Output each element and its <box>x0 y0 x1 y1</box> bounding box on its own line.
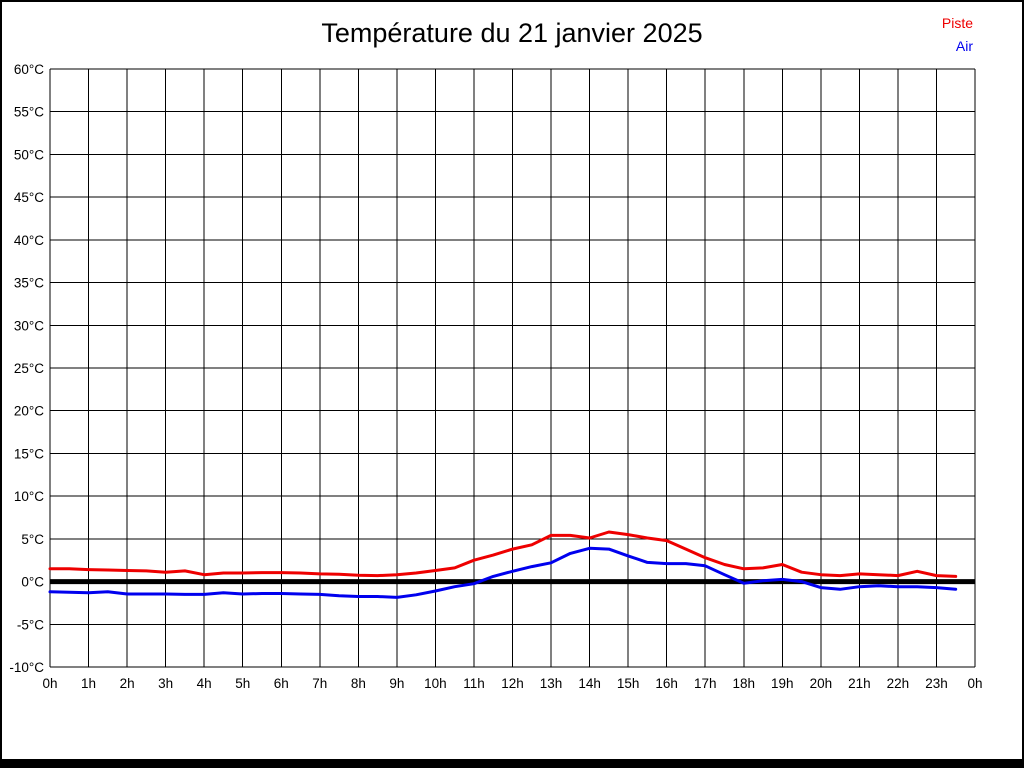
x-axis-tick-label: 13h <box>540 676 563 691</box>
x-axis-tick-label: 5h <box>235 676 250 691</box>
x-axis-tick-label: 21h <box>848 676 871 691</box>
y-axis-tick-label: 35°C <box>14 276 44 291</box>
x-axis-tick-label: 16h <box>655 676 678 691</box>
x-axis-tick-label: 19h <box>771 676 794 691</box>
y-axis-tick-label: 45°C <box>14 190 44 205</box>
series-line-piste <box>48 530 958 578</box>
x-axis-tick-label: 0h <box>967 676 982 691</box>
legend-item-piste: Piste <box>941 15 973 31</box>
x-axis-tick-label: 7h <box>312 676 327 691</box>
y-axis-tick-label: 25°C <box>14 361 44 376</box>
y-axis-tick-label: 40°C <box>14 233 44 248</box>
x-axis-tick-label: 6h <box>274 676 289 691</box>
x-axis-tick-label: 10h <box>424 676 447 691</box>
y-axis-tick-label: 10°C <box>14 489 44 504</box>
x-axis-tick-label: 15h <box>617 676 640 691</box>
x-axis-tick-label: 18h <box>732 676 755 691</box>
y-axis-tick-label: 30°C <box>14 318 44 333</box>
legend: Piste Air <box>942 12 973 58</box>
y-axis-tick-label: -5°C <box>17 617 44 632</box>
x-axis-tick-label: 20h <box>810 676 833 691</box>
y-axis-tick-label: 0°C <box>21 575 44 590</box>
y-axis-tick-label: 50°C <box>14 147 44 162</box>
x-axis-tick-label: 2h <box>120 676 135 691</box>
y-axis-tick-label: 60°C <box>14 62 44 77</box>
x-axis-tick-label: 1h <box>81 676 96 691</box>
bottom-border-bar <box>2 759 1022 766</box>
x-axis-tick-label: 4h <box>197 676 212 691</box>
y-axis-tick-label: 15°C <box>14 446 44 461</box>
y-axis-tick-label: 5°C <box>21 532 44 547</box>
y-axis-tick-label: 55°C <box>14 105 44 120</box>
x-axis-tick-label: 3h <box>158 676 173 691</box>
x-axis-tick-label: 9h <box>389 676 404 691</box>
x-axis-tick-label: 23h <box>925 676 948 691</box>
x-axis-tick-label: 12h <box>501 676 524 691</box>
y-axis-tick-label: -10°C <box>9 660 44 675</box>
x-axis-tick-label: 17h <box>694 676 717 691</box>
legend-item-air: Air <box>955 38 973 54</box>
x-axis-tick-label: 0h <box>42 676 57 691</box>
x-axis-tick-label: 11h <box>463 676 485 691</box>
x-axis-tick-label: 22h <box>887 676 910 691</box>
y-axis-tick-label: 20°C <box>14 404 44 419</box>
series-line-air <box>48 546 958 599</box>
chart-title: Température du 21 janvier 2025 <box>321 18 703 48</box>
x-axis-tick-label: 14h <box>578 676 601 691</box>
x-axis-tick-label: 8h <box>351 676 366 691</box>
